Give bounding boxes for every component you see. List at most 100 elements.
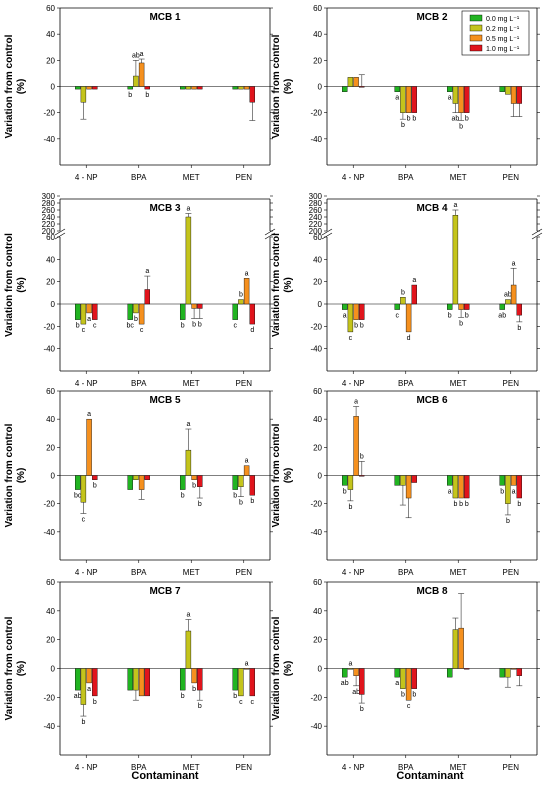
bar-met-s1 [185,86,192,90]
bar-pen-s2 [510,284,517,305]
y-tick-label: -20 [43,693,55,702]
y-tick-label: 20 [46,278,55,287]
axis-break-mark [531,228,543,236]
panel-title: MCB 1 [149,12,181,23]
bar-4np-s2 [353,303,359,320]
sig-label-pen-s3: b [517,501,521,508]
bar-met-s1 [185,216,192,305]
bar-pen-s2 [243,668,250,670]
sig-label-4np-s2: ab [352,689,360,696]
y-tick-label: 20 [313,636,322,645]
bar-pen-s3 [516,475,522,499]
y-tick-label: 40 [313,607,322,616]
sig-label-pen-s0: b [500,488,504,495]
sig-label-4np-s1: c [349,335,353,342]
bar-bpa-s3 [411,475,417,483]
sig-label-met-s1: a [186,206,190,213]
sig-label-bpa-s3: a [412,277,416,284]
bar-met-s2 [458,86,464,113]
sig-label-pen-s0: ab [498,313,506,320]
y-tick-label: 220 [42,220,56,229]
sig-label-met-s1: b [453,501,457,508]
bar-pen-s2 [510,475,517,486]
panel-title: MCB 3 [149,203,181,214]
bar-4np-s2 [86,303,92,314]
bar-4np-s2 [353,668,359,676]
bar-pen-s1 [238,668,244,697]
bar-bpa-s0 [394,475,400,486]
panel-2: -40 -20 0 20 40 60 MCB 2 Variation from control… [271,4,540,182]
sig-label-bpa-s1: b [401,122,405,129]
sig-label-pen-s0: b [233,493,237,500]
sig-label-met-s0: b [448,313,452,320]
category-label-met: MET [450,379,467,388]
axis-break-mark [54,228,66,236]
y-axis-label-unit: (%) [283,79,294,95]
sig-label-pen-s2: a [245,270,249,277]
bar-met-s0 [179,475,186,490]
y-tick-label: 0 [51,472,56,481]
sig-label-4np-s1: b [348,504,352,511]
sig-label-4np-s2: a [87,316,91,323]
sig-label-pen-s3: c [251,699,255,706]
sig-label-pen-s1: b [239,292,243,299]
category-label-4np: 4 - NP [75,568,98,577]
y-tick-label: -40 [310,135,322,144]
category-label-bpa: BPA [131,379,147,388]
sig-label-4np-s0: ab [341,680,349,687]
bar-pen-s1 [238,475,244,487]
bar-bpa-s2 [405,475,412,499]
y-tick-label: 0 [318,83,323,92]
bar-met-s0 [447,475,453,486]
bar-bpa-s0 [127,668,133,691]
category-label-4np: 4 - NP [342,568,365,577]
y-axis-label-unit: (%) [283,661,294,677]
bar-4np-s3 [359,86,365,88]
bar-bpa-s2 [138,668,145,697]
sig-label-pen-s1: ab [504,292,512,299]
category-label-bpa: BPA [398,173,414,182]
sig-label-met-s0: a [448,488,452,495]
bar-bpa-s2 [138,475,145,490]
y-tick-label: 0 [51,300,56,309]
legend-label-0: 0.0 mg L⁻¹ [486,16,520,23]
sig-label-bpa-s2: a [140,51,144,58]
bar-pen-s1 [238,299,244,305]
sig-label-bpa-s3: a [145,268,149,275]
bar-pen-s3 [249,86,256,103]
bar-bpa-s3 [411,284,417,305]
y-tick-label: -20 [310,693,322,702]
category-label-bpa: BPA [398,763,414,772]
bar-4np-s0 [342,668,348,678]
bar-pen-s0 [232,475,238,490]
category-label-4np: 4 - NP [342,379,365,388]
sig-label-bpa-s1: b [134,316,138,323]
bar-bpa-s1 [133,75,139,87]
bar-4np-s1 [347,303,354,333]
sig-label-met-s3: b [198,703,202,710]
bar-bpa-s3 [144,86,151,90]
sig-label-met-s2: b [192,483,196,490]
bar-met-s2 [458,475,464,499]
legend: 0.0 mg L⁻¹ 0.2 mg L⁻¹ 0.5 mg L⁻¹ 1.0 mg … [461,10,530,56]
bar-met-s0 [447,303,453,310]
sig-label-met-s1: a [453,202,457,209]
bar-bpa-s0 [394,668,400,678]
panel-1: -40 -20 0 20 40 60 MCB 1 Variation from control… [4,4,273,182]
sig-label-pen-s1: b [506,518,510,525]
axis-break-gap [533,231,541,237]
sig-label-pen-s2: a [512,260,516,267]
panel-title: MCB 8 [416,586,448,597]
axis-break-gap [266,231,274,237]
sig-label-bpa-s0: bc [126,323,134,330]
bar-met-s3 [197,475,203,487]
bar-bpa-s1 [400,475,406,486]
legend-label-2: 0.5 mg L⁻¹ [486,36,520,43]
y-tick-label: 40 [313,415,322,424]
sig-label-bpa-s3: b [412,692,416,699]
y-tick-label: -20 [310,500,322,509]
bar-met-s2 [458,627,464,669]
sig-label-met-s2: b [459,501,463,508]
bar-pen-s3 [516,86,522,104]
bar-4np-s3 [92,475,98,480]
